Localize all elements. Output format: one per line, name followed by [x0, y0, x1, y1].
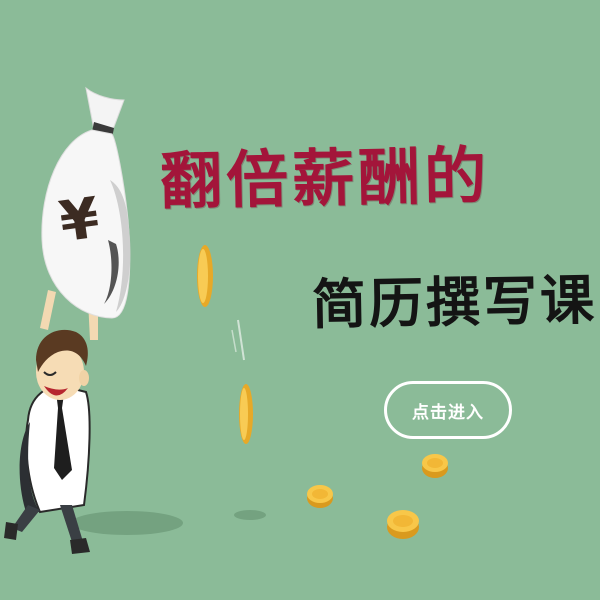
money-bag-icon	[41, 86, 131, 319]
gold-coin-icon	[422, 454, 448, 478]
gold-coin-icon	[239, 384, 253, 444]
gold-coin-icon	[307, 485, 333, 508]
gold-coin-icon	[387, 510, 419, 539]
gold-coin-icon	[197, 245, 213, 307]
enter-button[interactable]: 点击进入	[384, 381, 512, 439]
